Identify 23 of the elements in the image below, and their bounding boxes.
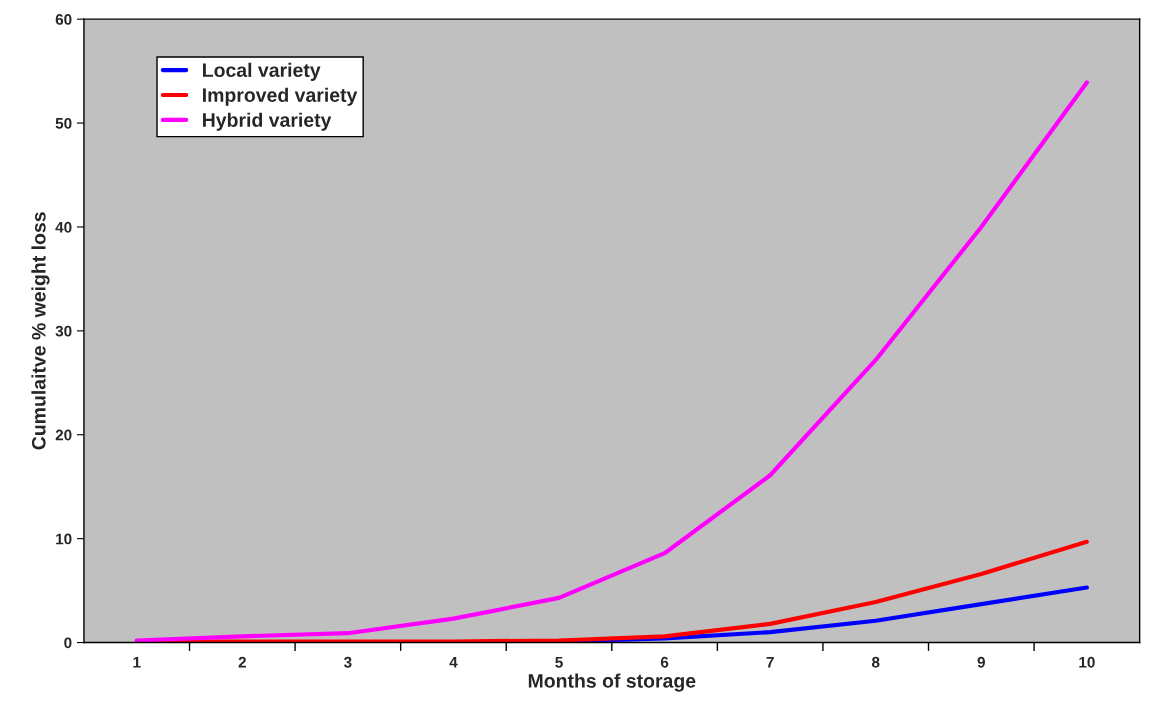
- x-tick-label: 9: [977, 656, 985, 668]
- legend-label: Improved variety: [203, 87, 358, 106]
- y-tick-label: 10: [56, 533, 72, 545]
- legend-label: Hybrid variety: [203, 112, 332, 131]
- line-series: [134, 80, 1089, 643]
- x-tick-label: 3: [343, 656, 352, 668]
- y-tick-label: 0: [64, 637, 72, 649]
- x-tick-label: 4: [449, 657, 458, 668]
- y-axis-title: Cumulaitve % weight loss: [31, 212, 50, 450]
- y-tick-label: 20: [55, 429, 72, 441]
- x-tick-label: 6: [660, 656, 669, 668]
- x-tick-label: 1: [133, 657, 141, 668]
- y-tick-label: 30: [55, 325, 72, 337]
- x-tick-label: 8: [871, 656, 880, 668]
- x-axis-title: Months of storage: [528, 673, 696, 692]
- legend-label: Local variety: [203, 62, 321, 81]
- x-tick-label: 5: [555, 657, 563, 668]
- x-tick-label: 2: [238, 656, 246, 668]
- x-tick-label: 7: [766, 657, 774, 668]
- y-tick-label: 50: [55, 117, 72, 129]
- y-tick-label: 60: [55, 14, 72, 25]
- x-tick-label: 10: [1079, 656, 1095, 668]
- y-tick-label: 40: [55, 221, 72, 233]
